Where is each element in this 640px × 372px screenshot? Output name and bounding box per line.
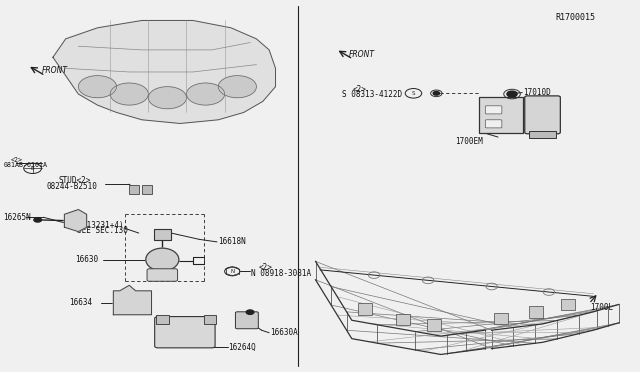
Text: <2>: <2> <box>11 157 23 163</box>
FancyBboxPatch shape <box>358 303 371 315</box>
Polygon shape <box>53 20 275 124</box>
Polygon shape <box>113 285 152 315</box>
FancyBboxPatch shape <box>204 315 216 324</box>
FancyBboxPatch shape <box>525 96 561 134</box>
Text: <2>: <2> <box>259 263 273 272</box>
Circle shape <box>433 92 440 95</box>
Text: N 08918-3081A: N 08918-3081A <box>251 269 311 278</box>
FancyBboxPatch shape <box>155 317 215 348</box>
Circle shape <box>246 310 254 314</box>
Text: 16618N: 16618N <box>218 237 246 246</box>
Text: 1700EM: 1700EM <box>455 137 483 146</box>
FancyBboxPatch shape <box>428 319 442 331</box>
Text: SEE SEC.130: SEE SEC.130 <box>77 227 128 235</box>
Text: 16630A: 16630A <box>271 328 298 337</box>
Text: B: B <box>31 166 35 171</box>
FancyBboxPatch shape <box>485 120 502 128</box>
Text: FRONT: FRONT <box>42 65 67 75</box>
Circle shape <box>78 76 116 98</box>
Circle shape <box>148 87 186 109</box>
Text: 16630: 16630 <box>76 255 99 264</box>
Circle shape <box>34 218 42 222</box>
FancyBboxPatch shape <box>529 306 543 318</box>
Text: S: S <box>412 91 415 96</box>
FancyBboxPatch shape <box>485 106 502 114</box>
FancyBboxPatch shape <box>479 97 523 133</box>
Text: 17010D: 17010D <box>524 88 551 97</box>
Text: N: N <box>230 269 234 274</box>
Circle shape <box>186 83 225 105</box>
Circle shape <box>218 76 257 98</box>
Text: 08244-B2510: 08244-B2510 <box>47 182 97 190</box>
Text: 16264Q: 16264Q <box>228 343 256 352</box>
Text: R1700015: R1700015 <box>556 13 595 22</box>
Text: FRONT: FRONT <box>349 50 374 59</box>
FancyBboxPatch shape <box>494 312 508 324</box>
Text: STUD<2>: STUD<2> <box>58 176 90 185</box>
Text: S 08313-4122D: S 08313-4122D <box>342 90 403 99</box>
Ellipse shape <box>146 248 179 271</box>
FancyBboxPatch shape <box>236 312 259 329</box>
Text: <2>: <2> <box>353 85 367 94</box>
FancyBboxPatch shape <box>529 131 556 138</box>
Polygon shape <box>65 209 86 232</box>
FancyBboxPatch shape <box>147 269 177 281</box>
Text: 16265N: 16265N <box>3 213 31 222</box>
FancyBboxPatch shape <box>561 299 575 310</box>
FancyBboxPatch shape <box>156 315 169 324</box>
Circle shape <box>110 83 148 105</box>
Circle shape <box>507 91 517 97</box>
Text: (13231+4): (13231+4) <box>83 221 124 230</box>
Text: 1700L: 1700L <box>590 303 613 312</box>
FancyBboxPatch shape <box>142 185 152 194</box>
Text: 081AB-6161A: 081AB-6161A <box>3 162 47 168</box>
Text: 16634: 16634 <box>69 298 92 307</box>
FancyBboxPatch shape <box>129 185 140 194</box>
FancyBboxPatch shape <box>154 229 171 240</box>
FancyBboxPatch shape <box>396 314 410 326</box>
